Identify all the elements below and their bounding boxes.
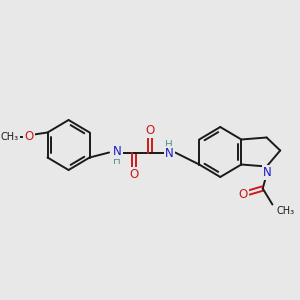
Text: H: H xyxy=(113,155,121,166)
Text: O: O xyxy=(145,124,154,137)
Text: N: N xyxy=(263,166,272,179)
Text: CH₃: CH₃ xyxy=(276,206,294,217)
Text: O: O xyxy=(130,168,139,181)
Text: O: O xyxy=(238,188,248,201)
Text: H: H xyxy=(166,140,173,149)
Text: N: N xyxy=(112,145,121,158)
Text: N: N xyxy=(165,147,174,160)
Text: O: O xyxy=(24,130,33,143)
Text: CH₃: CH₃ xyxy=(0,132,18,142)
